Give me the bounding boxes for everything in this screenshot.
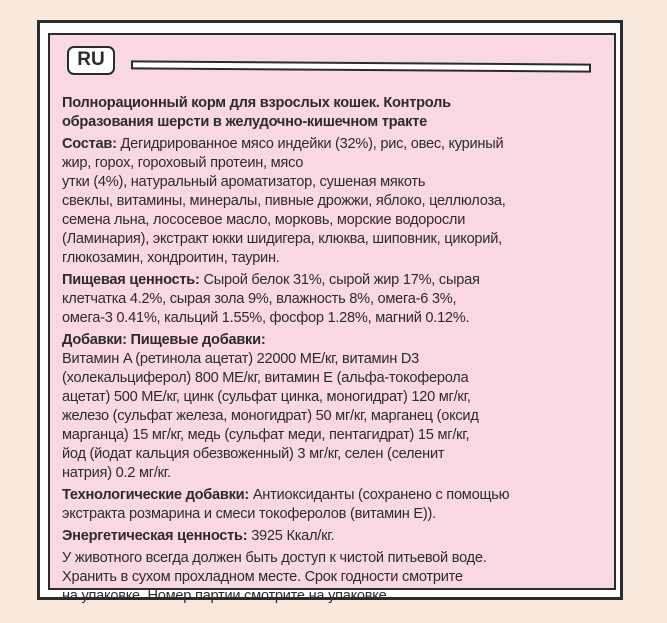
section-text: свеклы, витамины, минералы, пивные дрожж… (62, 193, 506, 209)
text-line: натрия) 0.2 мг/кг. (62, 464, 614, 483)
section-text: Хранить в сухом прохладном месте. Срок г… (62, 569, 463, 585)
text-line: свеклы, витамины, минералы, пивные дрожж… (62, 192, 614, 211)
text-line: семена льна, лососевое масло, морковь, м… (62, 211, 614, 230)
text-line: клетчатка 4.2%, сырая зола 9%, влажность… (62, 290, 614, 309)
text-line: йод (йодат кальция обезвоженный) 3 мг/кг… (62, 445, 614, 464)
section-additives: Добавки: Пищевые добавки: Витамин A (рети… (62, 331, 614, 483)
label-text: Полнорационный корм для взрослых кошек. … (62, 94, 614, 606)
text-line: Хранить в сухом прохладном месте. Срок г… (62, 568, 614, 587)
text-line: (холекальциферол) 800 МЕ/кг, витамин Е (… (62, 369, 614, 388)
section-text: жир, горох, гороховый протеин, мясо (62, 155, 304, 171)
section-text: железо (сульфат железа, моногидрат) 50 м… (62, 408, 479, 424)
language-badge: RU (67, 46, 115, 75)
section-label: Добавки: Пищевые добавки: (62, 332, 266, 348)
section-text: экстракта розмарина и смеси токоферолов … (62, 506, 436, 522)
section-label: Технологические добавки: (62, 487, 250, 503)
product-title: Полнорационный корм для взрослых кошек. … (62, 94, 614, 132)
text-line: Добавки: Пищевые добавки: (62, 331, 614, 350)
text-line: Пищевая ценность: Сырой белок 31%, сырой… (62, 271, 614, 290)
section-text: клетчатка 4.2%, сырая зола 9%, влажность… (62, 291, 457, 307)
text-line: на упаковке. Номер партии смотрите на уп… (62, 587, 614, 606)
section-storage-info: У животного всегда должен быть доступ к … (62, 549, 614, 606)
title-line: Полнорационный корм для взрослых кошек. … (62, 95, 451, 111)
text-line: Технологические добавки: Антиоксиданты (… (62, 486, 614, 505)
text-line: глюкозамин, хондроитин, таурин. (62, 249, 614, 268)
section-label: Пищевая ценность: (62, 272, 200, 288)
section-label: Энергетическая ценность: (62, 528, 248, 544)
section-text: ацетат) 500 МЕ/кг, цинк (сульфат цинка, … (62, 389, 471, 405)
section-technological-additives: Технологические добавки: Антиоксиданты (… (62, 486, 614, 524)
section-text: У животного всегда должен быть доступ к … (62, 550, 487, 566)
text-line: жир, горох, гороховый протеин, мясо (62, 154, 614, 173)
section-text: марганца) 15 мг/кг, медь (сульфат меди, … (62, 427, 470, 443)
section-text: (Ламинария), экстракт юкки шидигера, клю… (62, 231, 502, 247)
title-line: образования шерсти в желудочно-кишечном … (62, 114, 427, 130)
section-nutritional-value: Пищевая ценность: Сырой белок 31%, сырой… (62, 271, 614, 328)
section-text: (холекальциферол) 800 МЕ/кг, витамин Е (… (62, 370, 469, 386)
text-line: У животного всегда должен быть доступ к … (62, 549, 614, 568)
section-text: Дегидрированное мясо индейки (32%), рис,… (116, 136, 504, 152)
section-energy-value: Энергетическая ценность: 3925 Ккал/кг. (62, 527, 614, 546)
section-text: Сырой белок 31%, сырой жир 17%, сырая (199, 272, 480, 288)
section-label: Состав: (62, 136, 117, 152)
text-line: Энергетическая ценность: 3925 Ккал/кг. (62, 527, 614, 546)
section-text: омега-3 0.41%, кальций 1.55%, фосфор 1.2… (62, 310, 470, 326)
section-text: глюкозамин, хондроитин, таурин. (62, 250, 280, 266)
section-text: на упаковке. Номер партии смотрите на уп… (62, 588, 391, 604)
section-text: 3925 Ккал/кг. (247, 528, 335, 544)
section-composition: Состав: Дегидрированное мясо индейки (32… (62, 135, 614, 268)
label-panel (48, 33, 616, 590)
text-line: (Ламинария), экстракт юкки шидигера, клю… (62, 230, 614, 249)
section-text: Витамин A (ретинола ацетат) 22000 МЕ/кг,… (62, 351, 420, 367)
section-text: Антиоксиданты (сохранено с помощью (249, 487, 510, 503)
text-line: экстракта розмарина и смеси токоферолов … (62, 505, 614, 524)
text-line: железо (сульфат железа, моногидрат) 50 м… (62, 407, 614, 426)
text-line: ацетат) 500 МЕ/кг, цинк (сульфат цинка, … (62, 388, 614, 407)
section-text: йод (йодат кальция обезвоженный) 3 мг/кг… (62, 446, 445, 462)
text-line: Состав: Дегидрированное мясо индейки (32… (62, 135, 614, 154)
section-text: утки (4%), натуральный ароматизатор, суш… (62, 174, 426, 190)
section-text: натрия) 0.2 мг/кг. (62, 465, 171, 481)
text-line: омега-3 0.41%, кальций 1.55%, фосфор 1.2… (62, 309, 614, 328)
text-line: марганца) 15 мг/кг, медь (сульфат меди, … (62, 426, 614, 445)
section-text: семена льна, лососевое масло, морковь, м… (62, 212, 466, 228)
text-line: Витамин A (ретинола ацетат) 22000 МЕ/кг,… (62, 350, 614, 369)
text-line: утки (4%), натуральный ароматизатор, суш… (62, 173, 614, 192)
